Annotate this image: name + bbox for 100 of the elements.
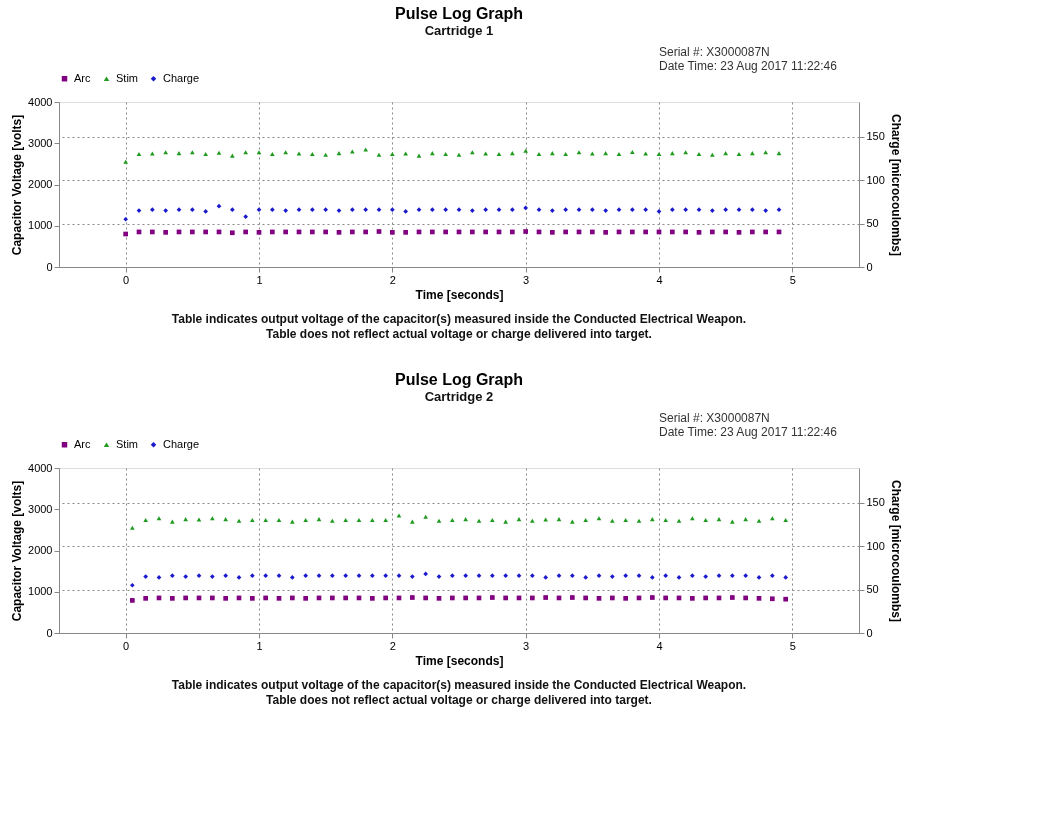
point — [723, 229, 729, 235]
chart-title: Pulse Log Graph — [394, 371, 524, 388]
point — [216, 203, 222, 209]
point — [416, 207, 422, 213]
point — [389, 230, 395, 235]
point — [456, 207, 462, 213]
y-tick-label: 2000 — [28, 178, 53, 190]
point — [296, 207, 302, 213]
y2-tick-label: 50 — [866, 583, 879, 596]
point — [676, 518, 682, 523]
point — [549, 230, 555, 235]
point — [509, 229, 515, 235]
point — [289, 595, 295, 601]
point — [263, 517, 269, 523]
point — [163, 230, 169, 235]
point — [223, 517, 229, 522]
point — [489, 517, 495, 523]
point — [429, 229, 435, 235]
y-tick-label: 1000 — [28, 219, 53, 232]
point — [589, 229, 595, 235]
point — [303, 596, 309, 601]
point — [383, 517, 389, 523]
text: Table indicates output voltage of the capacitor(s) measured inside the Conducted Electrical Weapon. — [171, 312, 747, 326]
x-axis-title: Time [seconds] — [415, 287, 504, 302]
point — [463, 517, 469, 522]
point — [569, 595, 575, 600]
point — [603, 151, 609, 156]
point — [376, 152, 382, 157]
point — [483, 207, 489, 213]
point — [469, 229, 475, 235]
point — [249, 517, 255, 523]
x-tick-label: 1 — [256, 639, 263, 652]
point — [456, 152, 462, 157]
point — [623, 517, 629, 523]
text: Table does not reflect actual voltage or charge delivered into target. — [266, 693, 652, 707]
point — [743, 517, 749, 522]
point — [503, 595, 509, 601]
point — [783, 517, 789, 523]
point — [496, 207, 502, 213]
point — [736, 230, 742, 235]
point — [489, 595, 495, 600]
point — [323, 152, 329, 157]
point — [529, 595, 535, 601]
point — [123, 159, 129, 164]
point — [669, 207, 675, 213]
point — [443, 207, 449, 213]
point — [256, 230, 262, 235]
point — [509, 151, 515, 156]
point — [123, 231, 129, 237]
point — [696, 230, 702, 235]
point — [429, 207, 435, 213]
y-tick-label: 2000 — [28, 544, 53, 556]
point — [243, 229, 249, 235]
point — [543, 595, 549, 600]
y-tick-label: 4000 — [28, 461, 53, 474]
point — [563, 151, 569, 157]
point — [203, 209, 209, 214]
point — [276, 596, 282, 601]
point — [289, 519, 295, 524]
point — [283, 208, 289, 213]
point — [389, 207, 395, 213]
point — [683, 207, 689, 213]
point — [443, 151, 449, 157]
point — [149, 229, 155, 235]
point — [436, 518, 442, 523]
legend-label: Arc — [74, 437, 91, 450]
point — [463, 595, 469, 601]
point — [749, 207, 755, 213]
point — [523, 148, 529, 153]
point — [563, 207, 569, 213]
y-tick-label: 3000 — [28, 502, 53, 515]
point — [603, 230, 609, 235]
point — [483, 151, 489, 156]
point — [189, 229, 195, 235]
point — [756, 596, 762, 601]
y2-tick-label: 0 — [866, 626, 873, 639]
point — [569, 519, 575, 524]
point — [749, 151, 755, 156]
point — [629, 149, 635, 154]
point — [709, 152, 715, 157]
point — [349, 207, 355, 213]
point — [343, 517, 349, 523]
point — [529, 518, 535, 523]
point — [709, 208, 715, 213]
point — [703, 517, 709, 523]
x-tick-label: 5 — [789, 639, 796, 652]
point — [649, 517, 655, 522]
point — [269, 229, 275, 235]
point — [303, 517, 309, 523]
point — [576, 207, 582, 213]
point — [629, 229, 635, 235]
point — [663, 517, 669, 523]
point — [183, 517, 189, 522]
point — [776, 207, 782, 213]
y2-tick-label: 100 — [866, 173, 885, 186]
point — [649, 595, 655, 600]
point — [143, 596, 149, 601]
y-axis-title: Capacitor Voltage [volts] — [10, 480, 25, 622]
legend-label: Stim — [116, 71, 138, 84]
point — [669, 151, 675, 156]
